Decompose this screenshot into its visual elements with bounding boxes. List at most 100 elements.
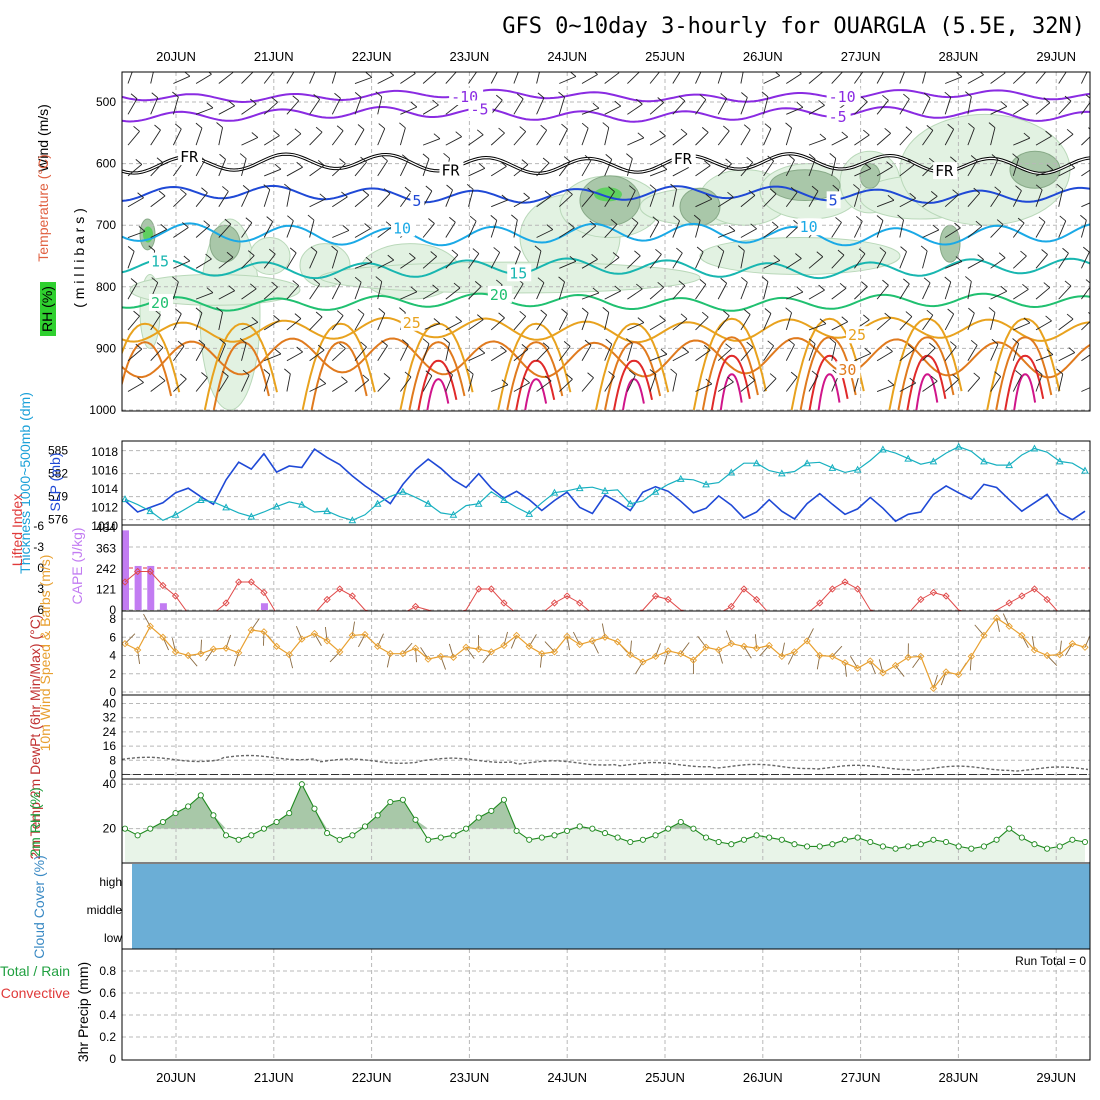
wind-barb xyxy=(218,312,223,331)
wind-barb-flag xyxy=(725,158,732,165)
date-label-bottom: 24JUN xyxy=(547,1070,587,1085)
rh-marker xyxy=(917,841,924,848)
wind-barb-flag xyxy=(404,371,412,378)
wind-barb xyxy=(717,196,734,208)
wind-barb-flag xyxy=(248,66,254,71)
wind-speed-marker xyxy=(272,642,281,651)
cape-tick-label: 0 xyxy=(109,603,116,617)
wind-barb xyxy=(808,158,816,177)
wind-barb-flag xyxy=(965,276,972,282)
wind-barb-flag xyxy=(887,379,895,386)
wind-barb-flag xyxy=(378,123,386,129)
wind-barb xyxy=(1058,285,1072,300)
pressure-tick-label: 500 xyxy=(96,95,116,109)
wind-barb-flag xyxy=(728,225,736,232)
wind-barb xyxy=(1058,133,1074,146)
wind-barb-flag xyxy=(334,277,341,284)
wind-barb-flag xyxy=(659,130,666,137)
date-label-bottom: 26JUN xyxy=(743,1070,783,1085)
date-label-top: 21JUN xyxy=(254,49,294,64)
rh-marker xyxy=(475,814,482,821)
wind-barb-flag xyxy=(637,132,645,139)
rh-marker xyxy=(665,825,672,832)
wind-barb-flag xyxy=(521,344,529,350)
wind-barb-flag xyxy=(907,344,915,350)
wind-barb xyxy=(558,346,571,361)
wind-barb-flag xyxy=(655,248,662,255)
wind-barb-flag xyxy=(540,309,547,316)
rh-marker xyxy=(690,825,697,832)
wind-barb xyxy=(740,346,754,362)
wind-barb xyxy=(445,287,461,300)
wind-barb-flag xyxy=(1088,312,1090,315)
boundary-layer-isotherm xyxy=(906,354,947,411)
wind-barb xyxy=(854,168,872,177)
wind-barb xyxy=(876,100,889,115)
wind-barb-flag xyxy=(876,215,884,221)
wind-barb-flag xyxy=(268,248,276,255)
wind-speed-marker xyxy=(1043,651,1051,660)
isotherm-label: 25 xyxy=(848,326,866,344)
wind-barb-flag xyxy=(750,223,757,230)
cape-bar xyxy=(147,565,155,610)
wind-barb-flag xyxy=(614,285,622,292)
wind-barb xyxy=(490,99,503,115)
wind-barb-flag xyxy=(587,372,594,379)
wind-barb-flag xyxy=(558,276,565,283)
wind-barb xyxy=(536,347,550,362)
wind-barb xyxy=(581,258,598,269)
wind-barb xyxy=(286,188,291,207)
cape-tick-label: 484 xyxy=(96,521,116,535)
wind-barb xyxy=(127,283,138,300)
wind-barb xyxy=(173,260,191,269)
wind-barb xyxy=(763,281,769,300)
isotherm-label: 15 xyxy=(151,253,169,271)
wind-speed-marker xyxy=(576,640,584,649)
slp-marker xyxy=(171,510,180,518)
rh-marker xyxy=(892,845,899,852)
wind-barb xyxy=(332,196,348,208)
wind-barb-flag xyxy=(743,124,751,131)
rh-marker xyxy=(968,845,975,852)
date-label-bottom: 22JUN xyxy=(352,1070,392,1085)
wind-barb xyxy=(536,195,552,208)
wind-barb-flag xyxy=(1043,282,1051,288)
boundary-layer-isotherm xyxy=(719,373,743,411)
wind-barb xyxy=(195,225,210,238)
pressure-tick-label: 800 xyxy=(96,280,116,294)
wind-barb xyxy=(490,165,507,177)
wind-barb-flag xyxy=(816,251,824,258)
wind-barb xyxy=(422,158,430,177)
wind-barb-flag xyxy=(127,246,135,252)
wind-barb-flag xyxy=(540,124,547,131)
wind-barb xyxy=(1012,72,1027,84)
wind-barb xyxy=(309,383,326,392)
wind-barb-flag xyxy=(182,222,189,228)
boundary-layer-isotherm xyxy=(497,322,572,411)
wind-barb xyxy=(899,219,904,238)
wind-barb xyxy=(309,131,323,146)
wind-barb-flag xyxy=(478,162,486,169)
wind-barb xyxy=(672,167,689,177)
wind-barb-flag xyxy=(955,72,963,78)
wind-barb-flag xyxy=(558,91,565,98)
wind-barb-flag xyxy=(201,372,208,378)
wind-barb xyxy=(808,72,824,84)
wind-barb xyxy=(127,230,146,238)
slp-tick-label: 1010 xyxy=(91,519,118,533)
wind-speed-marker xyxy=(1018,631,1026,640)
wind-barb xyxy=(1012,255,1027,269)
wind-speed-marker xyxy=(992,614,1001,622)
wind-barb-flag xyxy=(271,96,278,103)
wind-barb xyxy=(377,281,383,300)
wind-barb-flag xyxy=(239,337,247,344)
wind-barb-flag xyxy=(422,338,430,345)
wind-barb xyxy=(513,382,530,392)
wind-barb xyxy=(127,197,144,208)
wind-barb xyxy=(990,312,996,331)
wind-barb xyxy=(1080,251,1090,269)
wind-barb-flag xyxy=(433,318,441,324)
wind-barb xyxy=(195,192,208,208)
wind-barb xyxy=(150,380,166,392)
wind-barb-flag xyxy=(130,278,138,284)
